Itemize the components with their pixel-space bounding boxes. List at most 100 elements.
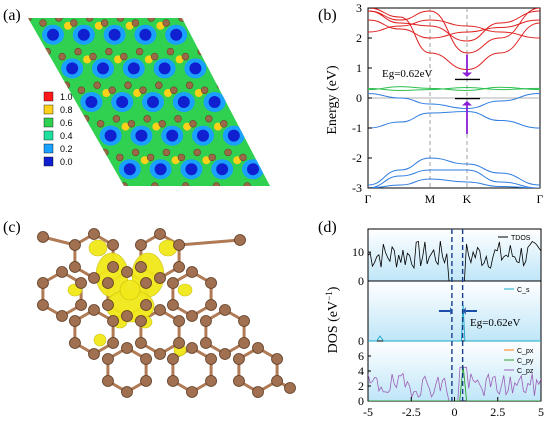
bond-ring [204,308,246,356]
atom [56,266,68,278]
atom [69,239,81,251]
density-hotspot [206,55,215,64]
atom [219,348,231,360]
atom [102,299,114,311]
panel-b-label: (b) [318,7,337,24]
atom [102,375,114,387]
density-hotspot [233,156,242,165]
band-ylabel: Energy (eV) [325,65,340,135]
density-hotspot [140,156,149,165]
atom [120,182,128,186]
atom [131,19,140,27]
pore-inner [143,197,155,209]
atom [69,261,81,273]
colorbar-label: 1.0 [60,92,73,102]
atom [173,315,185,327]
colorbar-label: 0.8 [60,105,73,115]
atom [37,231,49,243]
atom [166,47,175,56]
density-hotspot [125,21,134,30]
bond-ring [106,346,148,394]
arrow-up-head [462,101,472,106]
atom [37,277,49,289]
band-line [368,86,540,92]
band-line [368,178,540,188]
density-hotspot [264,156,270,165]
atom [37,299,49,311]
atom [167,277,179,289]
density-hotspot [183,122,192,131]
atom [174,115,182,123]
dos-gap-label: Eg=0.62eV [470,317,521,329]
density-hotspot [225,89,234,97]
density-hotspot [252,190,260,198]
atom [121,386,133,398]
panel-a-label: (a) [3,7,21,24]
atom [28,18,32,22]
atom [135,315,147,327]
pore-inner [216,163,229,176]
atom [162,148,171,157]
density-hotspot [175,55,184,64]
density-hotspot [202,156,211,165]
atom [93,81,101,89]
atom [259,188,266,195]
atom [162,19,170,27]
dos-xtick-label: 5 [538,405,544,419]
density-hotspot [314,190,322,198]
pore-inner [239,96,252,108]
atom [181,182,190,186]
atom [167,353,179,365]
atom [131,148,140,157]
density-hotspot [152,122,161,131]
colorbar-label: 0.4 [60,131,73,141]
pore-inner [297,197,309,209]
pore-inner [127,62,140,75]
dos-xtick-label: -2.5 [402,405,421,419]
atom [238,315,250,327]
pore-outer [234,92,257,112]
colorbar-swatch [43,143,54,154]
atom [167,375,179,387]
density-hotspot [121,122,130,131]
atom [127,120,136,128]
atom [102,277,114,289]
band-line [368,169,540,188]
atom [238,337,250,349]
atom [108,86,116,94]
panel-d-label: (d) [318,219,337,236]
atom [154,348,166,360]
pore-outer [196,24,218,45]
atom [205,299,217,311]
band-xtick-label: Γ [537,192,544,206]
atom [271,353,283,365]
cs-curve [368,304,541,342]
pore-inner [174,197,186,209]
pore-inner [147,96,159,108]
atom [252,342,264,354]
pore-inner [135,129,148,142]
pore-outer [230,193,252,213]
density-hotspot [171,156,180,165]
atom [55,18,63,22]
atom [100,19,109,27]
atom [186,386,198,398]
atom [197,188,204,195]
pore-inner [208,96,221,108]
pore-inner [235,197,247,209]
atom [81,115,90,123]
atom [235,115,244,123]
atom [181,52,190,61]
dos-xtick-label: 0 [452,405,458,419]
pore-outer [261,193,283,213]
atom [270,154,277,161]
atom [212,182,221,186]
atom [120,52,128,61]
pore-inner [258,129,270,142]
orbital-lobe [119,279,141,301]
atom [205,353,217,365]
